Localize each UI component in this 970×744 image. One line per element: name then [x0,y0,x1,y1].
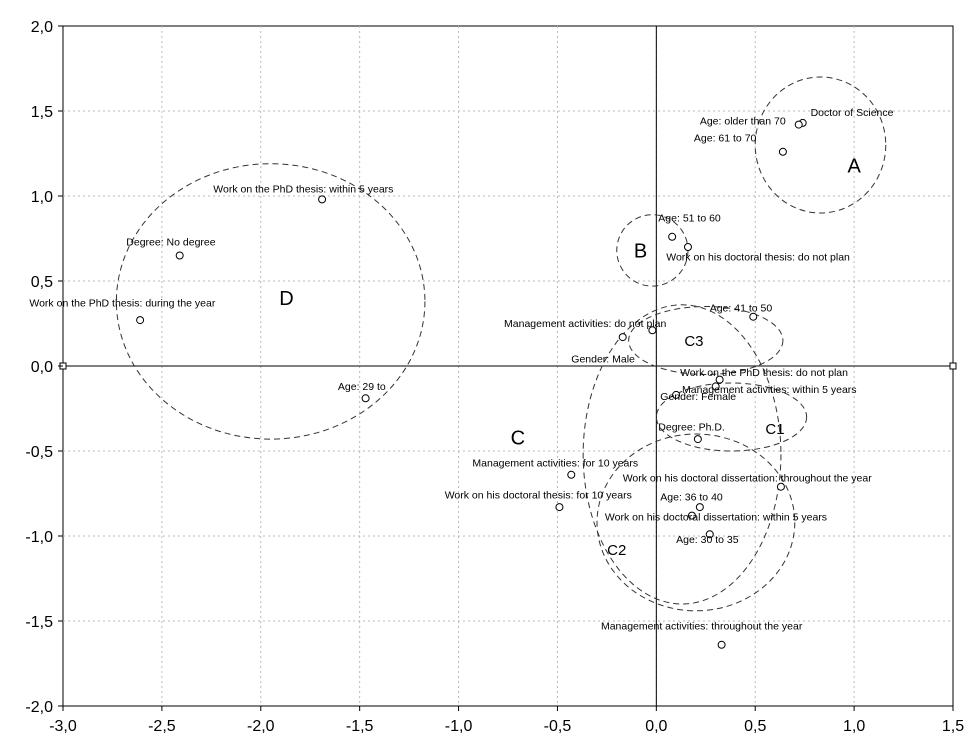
point-label: Age: 41 to 50 [710,303,773,315]
y-tick-label: -1,0 [25,529,53,546]
point-label: Degree: Ph.D. [658,422,725,434]
point-label: Work on his doctoral thesis: do not plan [666,252,850,264]
data-point [136,316,145,325]
cluster-ellipse [582,304,782,605]
point-label: Degree: No degree [126,236,215,248]
x-tick-label: -2,5 [148,718,176,735]
cluster-label: B [634,240,647,262]
x-tick-label: -3,0 [49,718,77,735]
point-labels: Doctor of Science Age: older than 70 Age: … [29,107,893,632]
data-point [776,482,785,491]
point-label: Management activities: do not plan [504,318,666,330]
point-label: Age: older than 70 [700,116,786,128]
point-label: Age: 30 to 35 [676,534,739,546]
cluster-ellipse [754,76,887,214]
tick-labels: -3,0 -2,5 -2,0 -1,5 -1,0 -0,5 0,0 0,5 1,0 1,5 2,0 1… [25,19,964,735]
data-point [717,640,726,649]
data-point [711,382,720,391]
y-tick-label: 1,5 [31,104,53,121]
y-tick-label: 0,5 [31,274,53,291]
point-label: Work on his doctoral dissertation: withi… [605,512,827,524]
data-point [618,333,627,342]
point-label: Management activities: within 5 years [682,384,857,396]
cluster-ellipse [655,382,808,452]
point-label: Doctor of Science [811,107,894,119]
cluster-label: A [847,155,861,177]
x-tick-label: 0,5 [744,718,766,735]
data-point [715,375,724,384]
x-tick-label: -2,0 [247,718,275,735]
data-point [683,243,692,251]
cluster-label: C1 [765,421,784,438]
data-point [648,326,657,335]
cluster-ellipse [628,306,784,375]
cluster-ellipses [115,76,887,612]
cluster-label: C [511,427,525,449]
data-point [555,503,564,512]
cluster-labels: A B C C1 C2 C3 D [279,155,861,559]
y-tick-label: -1,5 [25,614,53,631]
y-tick-label: 1,0 [31,189,53,206]
data-point [693,435,702,444]
cluster-ellipse [115,163,426,440]
data-point [567,470,576,479]
cluster-ellipse [596,433,796,612]
cluster-label: C2 [607,542,626,559]
x-tick-label: -1,0 [445,718,473,735]
x-tick-label: -0,5 [544,718,572,735]
x-tick-label: 0,0 [645,718,667,735]
point-label: Gender: Female [660,391,736,403]
point-label: Work on his doctoral thesis: for 10 year… [445,490,632,502]
point-label: Work on the PhD thesis: do not plan [680,367,848,379]
point-label: Age: 51 to 60 [658,213,721,225]
point-label: Age: 36 to 40 [660,491,723,503]
point-label: Work on his doctoral dissertation: throu… [623,473,873,485]
x-tick-label: 1,5 [942,718,964,735]
point-label: Management activities: throughout the ye… [601,621,803,633]
y-tick-label: 0,0 [31,359,53,376]
data-point [672,390,681,399]
x-tick-label: -1,5 [346,718,374,735]
data-point [687,511,696,520]
cluster-label: C3 [684,333,703,350]
y-tick-label: 2,0 [31,19,53,36]
point-label: Work on the PhD thesis: during the year [29,298,215,310]
point-label: Work on the PhD thesis: within 5 years [213,184,393,196]
data-point [778,147,787,156]
data-point [794,120,803,129]
data-point [695,503,704,512]
x-tick-label: 1,0 [843,718,865,735]
data-point [749,312,758,321]
y-tick-label: -2,0 [25,699,53,716]
y-tick-label: -0,5 [25,444,53,461]
axis-end-marker [949,362,957,370]
point-label: Age: 29 to [338,381,386,393]
point-label: Management activities: for 10 years [472,457,638,469]
data-point [668,232,677,241]
data-points [136,118,807,649]
data-point [175,251,184,260]
cluster-label: D [279,288,293,310]
data-point [361,394,370,403]
point-label: Age: 61 to 70 [694,133,757,145]
point-label: Gender: Male [571,354,635,366]
data-point [705,530,714,539]
data-point [318,195,327,204]
